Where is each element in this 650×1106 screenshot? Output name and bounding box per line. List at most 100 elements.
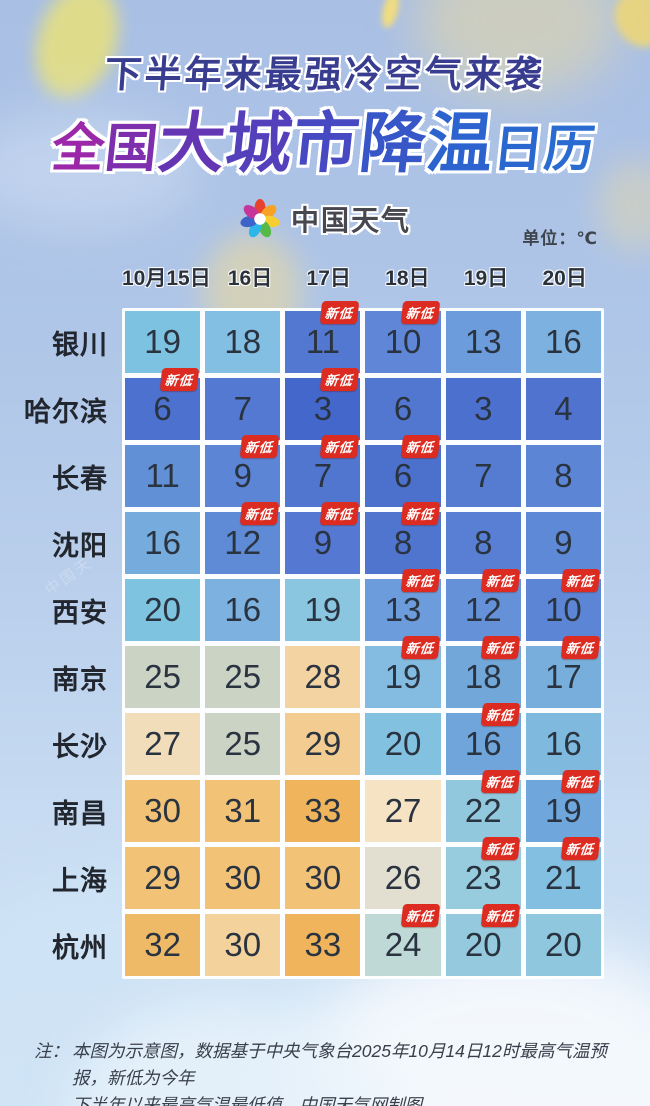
new-low-badge: 新低 xyxy=(560,770,601,793)
new-low-badge: 新低 xyxy=(480,703,521,726)
temp-cell: 20 xyxy=(365,713,441,775)
temp-cell: 3 新低 xyxy=(285,368,361,440)
temp-value: 29 xyxy=(304,725,342,762)
temp-value: 8 xyxy=(393,524,413,561)
temp-cell: 16 新低 xyxy=(445,703,521,775)
temp-value: 8 xyxy=(474,524,493,561)
temp-value: 11 xyxy=(145,457,180,494)
temp-cell: 8 xyxy=(445,512,521,574)
new-low-badge: 新低 xyxy=(560,837,601,860)
temp-value: 19 xyxy=(545,792,582,829)
unit-label: 单位：℃ xyxy=(522,229,598,248)
temp-value: 26 xyxy=(384,859,422,896)
temp-cell: 28 xyxy=(285,646,361,708)
temp-cell: 6 新低 xyxy=(365,435,441,507)
temp-cell: 17 新低 xyxy=(525,636,601,708)
temp-value: 18 xyxy=(464,658,502,695)
title-character: 城 xyxy=(222,106,297,180)
footer-note: 注： 本图为示意图，数据基于中央气象台2025年10月14日12时最高气温预报，… xyxy=(34,1038,626,1106)
temp-value: 7 xyxy=(474,457,493,494)
row-label-city: 上海 xyxy=(52,865,108,896)
temp-cell: 13 xyxy=(445,311,521,373)
new-low-badge: 新低 xyxy=(159,368,200,391)
temp-value: 6 xyxy=(393,390,413,427)
new-low-badge: 新低 xyxy=(400,569,440,592)
temp-value: 30 xyxy=(304,859,342,896)
new-low-badge: 新低 xyxy=(480,636,521,659)
row-label-city: 哈尔滨 xyxy=(24,396,108,427)
temp-cell: 12 新低 xyxy=(445,569,521,641)
temp-value: 25 xyxy=(224,658,262,695)
temp-cell: 11 新低 xyxy=(285,301,361,373)
temp-cell: 9 新低 xyxy=(285,502,361,574)
new-low-badge: 新低 xyxy=(320,368,360,391)
row-label-city: 杭州 xyxy=(52,932,108,963)
temp-value: 20 xyxy=(144,591,181,628)
temp-cell: 20 xyxy=(525,914,601,976)
temp-cell: 10 新低 xyxy=(525,569,601,641)
temp-value: 25 xyxy=(144,658,181,695)
temp-value: 3 xyxy=(474,390,493,427)
column-header: 16日 xyxy=(227,267,273,290)
temp-value: 32 xyxy=(144,926,181,963)
temp-cell: 27 xyxy=(365,780,441,842)
column-header: 18日 xyxy=(385,267,430,290)
row-label-city: 南京 xyxy=(52,664,108,695)
temp-cell: 33 xyxy=(285,780,361,842)
temp-value: 29 xyxy=(144,859,181,896)
temp-value: 20 xyxy=(545,926,582,963)
new-low-badge: 新低 xyxy=(240,435,280,458)
new-low-badge: 新低 xyxy=(400,435,440,458)
temp-cell: 33 xyxy=(285,914,361,976)
temp-value: 23 xyxy=(464,859,502,896)
temp-value: 16 xyxy=(545,725,582,762)
temp-cell: 6 xyxy=(365,378,441,440)
brand-name: 中国天气 xyxy=(290,205,411,236)
temp-cell: 8 xyxy=(525,445,601,507)
china-weather-pinwheel-logo-icon xyxy=(240,199,280,238)
row-label-city: 沈阳 xyxy=(52,530,108,561)
temperature-grid: 19 18 11 新低 10 新低 13 16 6 新低 7 3 新低 6 3 4 11 9 新低 7 新低 6 新低 7 8 1… xyxy=(122,301,604,979)
temp-value: 25 xyxy=(224,725,262,762)
temp-value: 16 xyxy=(144,524,181,561)
temp-cell: 19 新低 xyxy=(365,636,441,708)
temp-value: 16 xyxy=(224,591,262,628)
title-character: 全 xyxy=(49,120,109,178)
temp-value: 17 xyxy=(545,658,582,695)
temp-cell: 9 新低 xyxy=(205,435,281,507)
temp-cell: 25 xyxy=(205,713,281,775)
temp-value: 31 xyxy=(224,792,262,829)
row-label-city: 南昌 xyxy=(52,798,108,829)
temp-cell: 16 xyxy=(525,713,601,775)
row-label-city: 长春 xyxy=(52,463,108,494)
new-low-badge: 新低 xyxy=(480,569,521,592)
temp-cell: 22 新低 xyxy=(445,770,521,842)
temp-cell: 16 xyxy=(125,512,201,574)
temp-cell: 29 xyxy=(125,847,201,909)
temp-value: 30 xyxy=(224,859,262,896)
title-character: 国 xyxy=(102,120,162,178)
temp-cell: 30 xyxy=(205,914,281,976)
temp-value: 18 xyxy=(224,323,262,360)
note-line: 本图为示意图，数据基于中央气象台2025年10月14日12时最高气温预报，新低为… xyxy=(72,1041,607,1089)
new-low-badge: 新低 xyxy=(400,636,440,659)
temp-value: 19 xyxy=(304,591,342,628)
temp-cell: 13 新低 xyxy=(365,569,441,641)
column-header: 20日 xyxy=(542,267,587,290)
title-character: 市 xyxy=(289,106,364,180)
temp-value: 8 xyxy=(554,457,573,494)
temp-value: 30 xyxy=(144,792,181,829)
column-headers: 10月15日 16日 17日 18日 19日 20日 xyxy=(122,262,604,292)
temp-cell: 16 xyxy=(205,579,281,641)
column-header: 10月15日 xyxy=(122,267,211,290)
temp-value: 12 xyxy=(224,524,262,561)
temp-cell: 20 xyxy=(125,579,201,641)
temp-value: 30 xyxy=(224,926,262,963)
temp-cell: 32 xyxy=(125,914,201,976)
temp-cell: 7 xyxy=(445,445,521,507)
row-label-city: 西安 xyxy=(52,597,108,628)
temp-cell: 30 xyxy=(285,847,361,909)
temp-cell: 19 xyxy=(285,579,361,641)
temp-value: 19 xyxy=(384,658,422,695)
